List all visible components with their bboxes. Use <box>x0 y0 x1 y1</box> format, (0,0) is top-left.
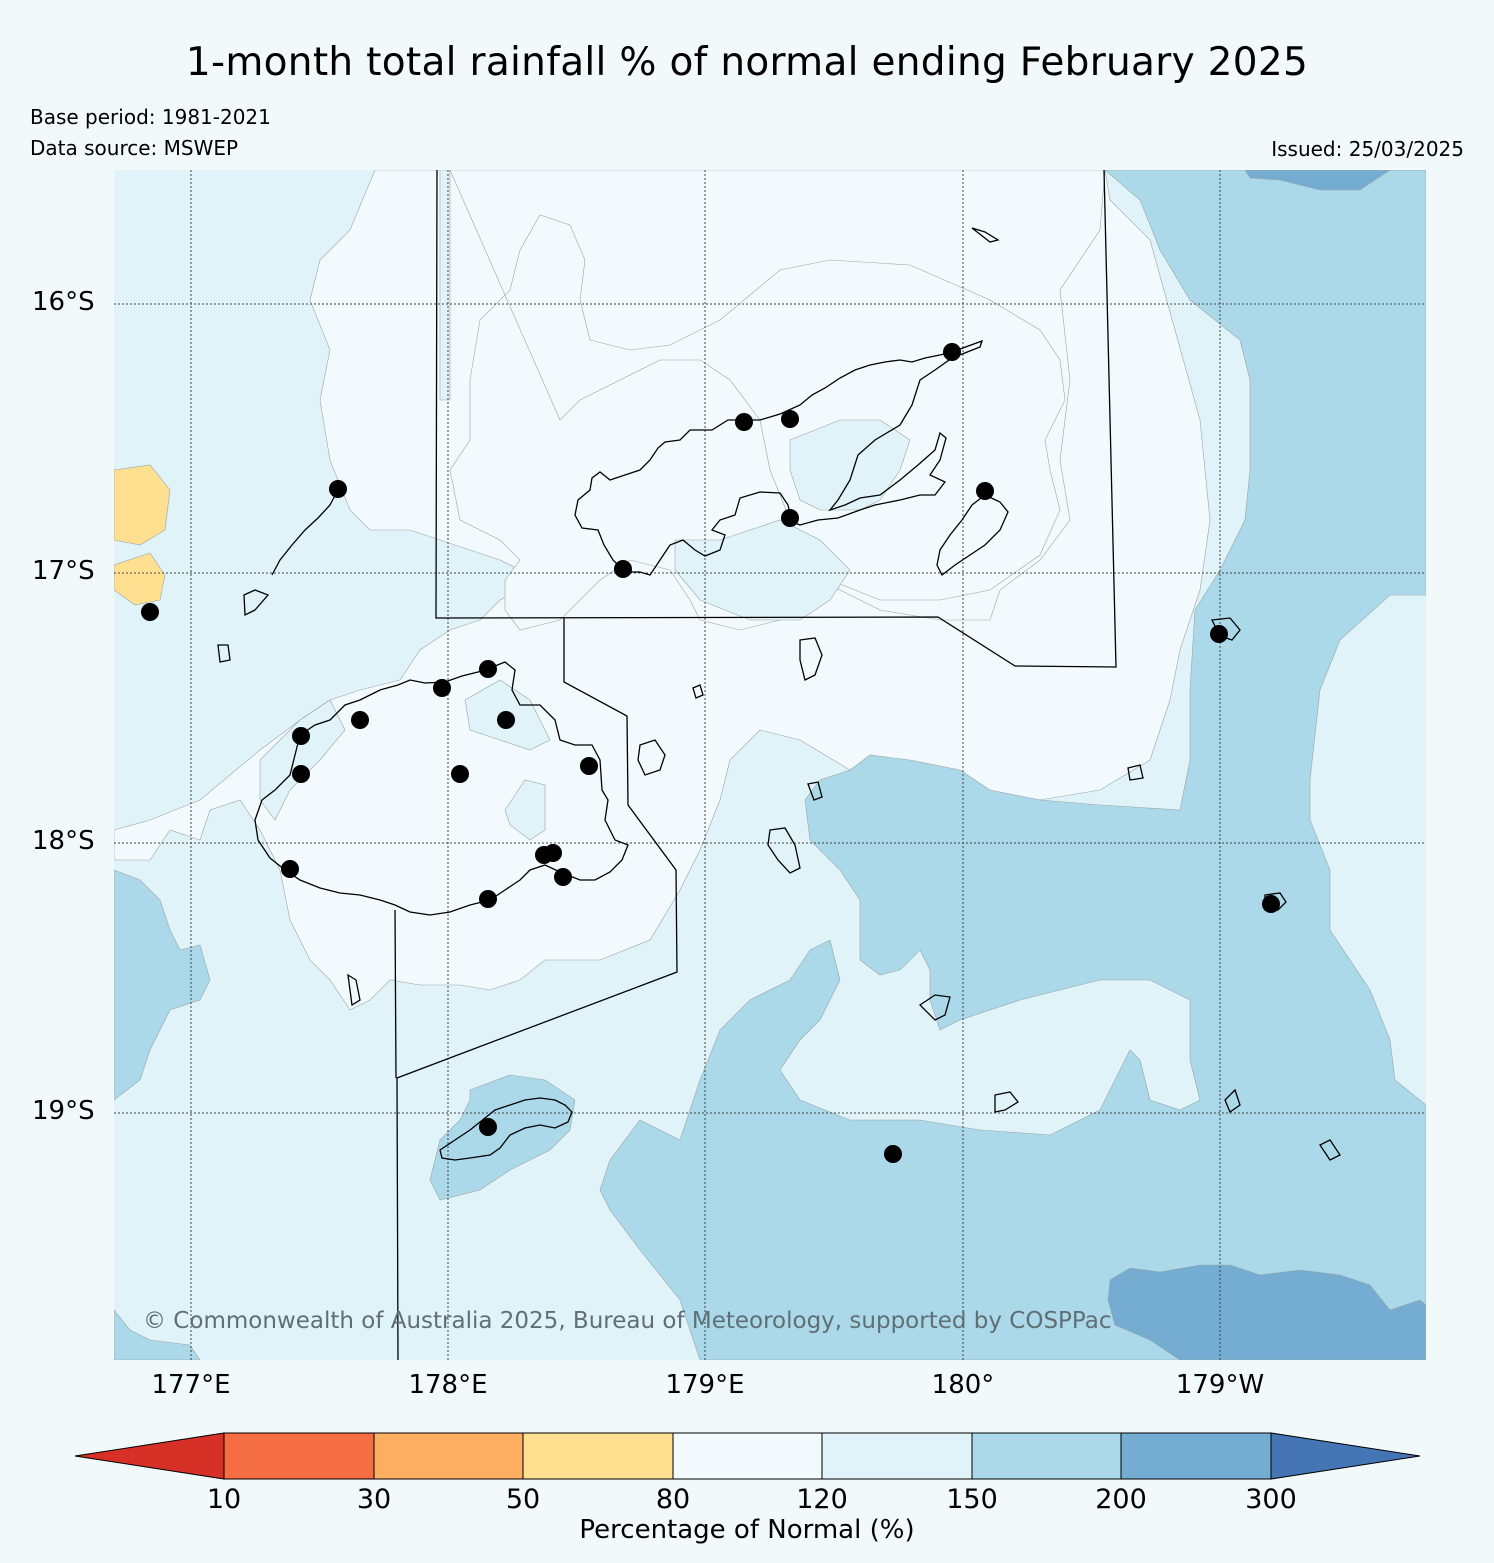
rainfall-contours <box>114 170 1426 1360</box>
colorbar-tick-label: 30 <box>356 1484 392 1515</box>
station-marker <box>479 890 497 908</box>
island-koro <box>799 637 823 681</box>
island-small-4 <box>971 227 1000 243</box>
lon-tick-label: 179°E <box>665 1370 745 1400</box>
graticule <box>114 170 1426 1360</box>
island-yasawa <box>271 489 339 576</box>
station-marker <box>281 860 299 878</box>
station-marker <box>351 711 369 729</box>
copyright-notice: © Commonwealth of Australia 2025, Bureau… <box>143 1308 1112 1334</box>
colorbar-segment-120-150 <box>821 1432 973 1480</box>
contour-200-300-ne <box>1244 170 1426 191</box>
island-kadavu <box>439 1097 573 1161</box>
contour-below-80-a <box>114 464 171 546</box>
island-moala <box>918 994 951 1021</box>
contour-120-150-pocket-3 <box>674 519 851 621</box>
contour-200-300-se <box>1107 1264 1426 1360</box>
boundary-western <box>394 909 397 1079</box>
colorbar-extend-high <box>1270 1432 1421 1480</box>
station-marker <box>735 413 753 431</box>
station-marker <box>141 603 159 621</box>
station-marker <box>292 765 310 783</box>
colorbar-segment-30-50 <box>373 1432 524 1480</box>
contour-120-150-pocket-2 <box>789 419 911 511</box>
lat-tick-label: 19°S <box>32 1096 95 1126</box>
division-boundaries <box>394 170 1117 1360</box>
colorbar-extend-low <box>74 1432 225 1480</box>
lat-tick-label: 17°S <box>32 556 95 586</box>
station-marker <box>1262 895 1280 913</box>
rain-stations <box>141 343 1280 1163</box>
island-small-2 <box>1127 764 1144 781</box>
station-marker <box>451 765 469 783</box>
station-marker <box>544 844 562 862</box>
boundary-northern <box>435 170 1117 668</box>
station-marker <box>329 480 347 498</box>
island-small-9 <box>807 781 823 801</box>
station-marker <box>884 1145 902 1163</box>
colorbar <box>74 1432 1421 1480</box>
station-marker <box>781 410 799 428</box>
island-small-3 <box>1224 1088 1241 1113</box>
island-viti-levu <box>254 661 629 916</box>
station-marker <box>479 660 497 678</box>
island-ovalau <box>637 739 666 776</box>
station-marker <box>497 711 515 729</box>
lat-tick-label: 16°S <box>32 287 95 317</box>
lon-tick-label: 179°W <box>1175 1370 1265 1400</box>
base-period: Base period: 1981-2021 <box>30 105 271 129</box>
data-source: Data source: MSWEP <box>30 136 239 160</box>
colorbar-tick-label: 10 <box>206 1484 242 1515</box>
contour-120-150-pocket-4 <box>504 779 546 841</box>
colorbar-segment-80-120 <box>672 1432 823 1480</box>
contour-below-80-b <box>114 552 166 606</box>
lon-tick-label: 178°E <box>408 1370 488 1400</box>
station-marker <box>976 482 994 500</box>
colorbar-tick-label: 150 <box>946 1484 998 1515</box>
station-marker <box>781 509 799 527</box>
colorbar-tick-label: 80 <box>655 1484 691 1515</box>
lon-tick-label: 177°E <box>151 1370 231 1400</box>
station-marker <box>614 560 632 578</box>
island-small-5 <box>1319 1139 1341 1161</box>
station-marker <box>479 1118 497 1136</box>
lat-tick-label: 18°S <box>32 826 95 856</box>
colorbar-tick-label: 200 <box>1095 1484 1147 1515</box>
colorbar-label: Percentage of Normal (%) <box>579 1515 915 1545</box>
station-marker <box>433 679 451 697</box>
boundary-central-west <box>396 618 678 1360</box>
contour-150-200-kadavu <box>429 1074 576 1201</box>
island-totoya <box>994 1091 1019 1113</box>
station-marker <box>292 727 310 745</box>
colorbar-segment-50-80 <box>522 1432 674 1480</box>
colorbar-tick-label: 300 <box>1245 1484 1297 1515</box>
island-taveuni <box>936 494 1009 576</box>
island-small-8 <box>692 684 704 699</box>
contour-120-150-pocket-5 <box>259 699 346 821</box>
station-marker <box>1210 625 1228 643</box>
colorbar-segment-10-30 <box>223 1432 375 1480</box>
contour-150-200-southwest <box>114 1309 201 1360</box>
island-small-6 <box>217 644 231 663</box>
station-marker <box>580 757 598 775</box>
colorbar-segment-150-200 <box>971 1432 1122 1480</box>
station-marker <box>943 343 961 361</box>
station-marker <box>554 868 572 886</box>
issued-date: Issued: 25/03/2025 <box>1271 137 1464 161</box>
island-small-7 <box>347 973 361 1007</box>
colorbar-segment-200-300 <box>1120 1432 1272 1480</box>
island-small-10 <box>243 589 270 617</box>
colorbar-tick-label: 120 <box>796 1484 848 1515</box>
map-title: 1-month total rainfall % of normal endin… <box>185 40 1309 85</box>
contour-150-200-west <box>114 869 211 1101</box>
colorbar-tick-label: 50 <box>505 1484 541 1515</box>
lon-tick-label: 180° <box>931 1370 995 1400</box>
island-gau <box>767 827 801 874</box>
contour-120-150-pocket-1 <box>439 170 451 401</box>
